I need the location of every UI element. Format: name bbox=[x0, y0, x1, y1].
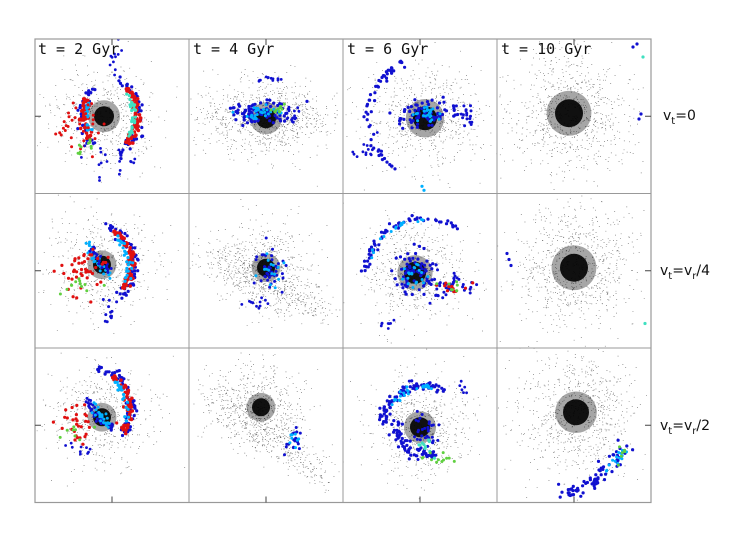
row-label-vt-vr4: vt=vr/4 bbox=[660, 263, 710, 282]
row-label-vt-vr2: vt=vr/2 bbox=[660, 418, 710, 437]
time-label-col2: t = 4 Gyr bbox=[193, 40, 274, 58]
time-label-col1: t = 2 Gyr bbox=[38, 40, 119, 58]
snapshot-panel bbox=[497, 195, 647, 348]
snapshot-panel bbox=[345, 40, 497, 192]
snapshot-panel bbox=[343, 202, 492, 344]
snapshot-panel bbox=[193, 352, 340, 494]
snapshot-panel bbox=[190, 65, 338, 187]
panel-frame bbox=[34, 38, 652, 504]
panel-grid bbox=[36, 39, 647, 501]
snapshot-panel bbox=[497, 40, 645, 190]
snapshot-panel bbox=[37, 194, 179, 334]
snapshot-panel bbox=[37, 39, 178, 183]
row-label-vt0: vt=0 bbox=[663, 108, 696, 127]
snapshot-panel bbox=[36, 348, 186, 487]
snapshot-panel bbox=[343, 348, 487, 500]
time-label-col4: t = 10 Gyr bbox=[501, 40, 591, 58]
snapshot-panel bbox=[497, 348, 647, 501]
time-label-col3: t = 6 Gyr bbox=[347, 40, 428, 58]
snapshot-panel bbox=[189, 199, 341, 328]
